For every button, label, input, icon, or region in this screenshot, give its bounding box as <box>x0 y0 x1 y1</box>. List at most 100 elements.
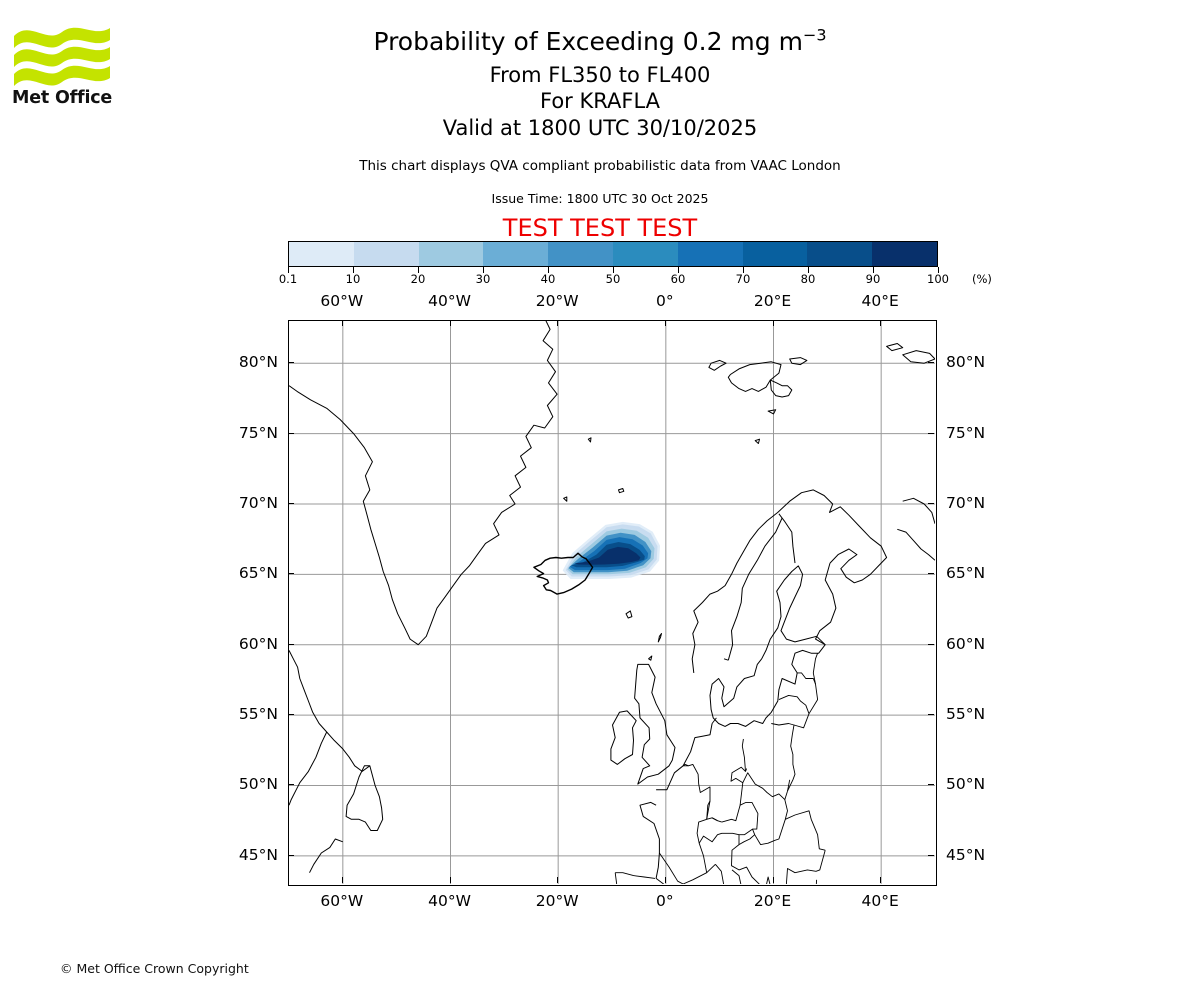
colorbar-tick-labels: 0.1 10 20 30 40 50 60 70 80 90 100 <box>279 272 949 288</box>
lat-axis-tick <box>928 502 934 504</box>
issue-time-label: Issue Time: 1800 UTC 30 Oct 2025 <box>491 191 709 206</box>
lon-tick-label-top: 0° <box>656 292 674 310</box>
coastline-arctic-island <box>886 343 904 352</box>
country-border <box>683 763 711 820</box>
coastline-hopen <box>767 409 777 415</box>
coastline-iceland <box>533 552 594 595</box>
coastline-ireland <box>610 710 637 765</box>
colorbar-tick <box>548 267 549 273</box>
country-border <box>739 772 788 806</box>
colorbar-tick <box>743 267 744 273</box>
lon-axis-tick <box>341 320 343 326</box>
lat-tick-label-right: 50°N <box>946 775 986 794</box>
lat-tick-label-right: 75°N <box>946 423 986 442</box>
lon-tick-label-top: 20°W <box>535 292 579 310</box>
met-office-logo-text: Met Office <box>12 88 113 108</box>
lat-tick-label-left: 45°N <box>238 845 278 864</box>
coastline-small-island-ne <box>587 437 592 443</box>
lon-tick-label-bottom: 0° <box>656 892 674 910</box>
country-border <box>766 876 771 884</box>
lon-axis-tick <box>772 320 774 326</box>
lat-tick-label-right: 45°N <box>946 845 986 864</box>
colorbar-unit-label: (%) <box>972 272 992 286</box>
lat-axis-tick <box>928 432 934 434</box>
colorbar-tick-label: 40 <box>540 272 556 286</box>
coastline-baltic <box>709 565 826 727</box>
country-border <box>615 872 656 879</box>
lat-tick-label-right: 65°N <box>946 564 986 583</box>
country-border <box>812 653 819 685</box>
colorbar-band-6 <box>677 242 743 266</box>
lat-axis-tick <box>288 784 294 786</box>
coastline-svalbard-spitsbergen <box>727 361 782 392</box>
lat-tick-label-left: 65°N <box>238 564 278 583</box>
colorbar-tick <box>873 267 874 273</box>
graticule <box>289 321 935 884</box>
coastline-greenland <box>289 321 558 646</box>
coastline-shetland <box>657 633 662 643</box>
country-border <box>698 832 740 873</box>
colorbar-tick <box>678 267 679 273</box>
lat-axis-tick <box>928 362 934 364</box>
colorbar-tick-label: 30 <box>475 272 491 286</box>
country-border <box>721 801 759 836</box>
colorbar-tick-label: 90 <box>865 272 881 286</box>
lon-tick-label-bottom: 20°E <box>753 892 792 910</box>
lat-axis-tick <box>288 714 294 716</box>
colorbar-tick <box>938 267 939 273</box>
lat-tick-label-left: 70°N <box>238 493 278 512</box>
border-sweden-finland <box>778 513 796 564</box>
country-border <box>655 878 665 884</box>
lat-axis-tick <box>288 643 294 645</box>
colorbar-band-9 <box>872 242 937 266</box>
coastline-small-island-n <box>563 496 568 502</box>
coastline-svalbard-edgeoya <box>769 379 793 398</box>
coastline-orkney <box>648 655 653 661</box>
lon-axis-tick <box>880 877 882 883</box>
chart-subtitle: This chart displays QVA compliant probab… <box>359 158 841 174</box>
flight-level-line: From FL350 to FL400 <box>489 63 711 87</box>
copyright-notice: © Met Office Crown Copyright <box>60 961 249 976</box>
coastline-white-sea-east <box>897 528 935 561</box>
country-border <box>715 864 742 884</box>
country-border <box>730 766 748 784</box>
coastline-quebec <box>289 731 328 806</box>
lat-tick-label-right: 55°N <box>946 705 986 724</box>
country-border <box>752 799 788 846</box>
colorbar <box>288 241 938 267</box>
lat-tick-label-left: 75°N <box>238 423 278 442</box>
lon-axis-tick <box>557 877 559 883</box>
lon-tick-label-top: 20°E <box>753 292 792 310</box>
colorbar-tick-label: 50 <box>605 272 621 286</box>
lat-tick-label-right: 60°N <box>946 634 986 653</box>
coastline-franz-josef-land <box>902 350 935 364</box>
lon-tick-label-top: 40°W <box>428 292 471 310</box>
lat-tick-label-left: 80°N <box>238 353 278 372</box>
colorbar-tick <box>808 267 809 273</box>
lon-axis-tick <box>557 320 559 326</box>
colorbar-band-3 <box>483 242 549 266</box>
border-finland-russia <box>815 562 837 646</box>
coastline-faroe-islands <box>625 610 633 619</box>
colorbar-tick-label: 80 <box>800 272 816 286</box>
country-border <box>614 872 618 884</box>
map-panel[interactable] <box>288 320 937 886</box>
lat-axis-tick <box>928 784 934 786</box>
country-border <box>731 844 760 884</box>
country-border <box>706 800 711 820</box>
colorbar-tick <box>483 267 484 273</box>
coastline-russia-north <box>902 497 935 524</box>
lat-tick-label-right: 80°N <box>946 353 986 372</box>
coastline-bear-island <box>754 438 760 444</box>
lon-axis-tick <box>341 877 343 883</box>
country-border <box>711 717 717 724</box>
lat-axis-tick <box>928 573 934 575</box>
coastline-france-atlantic <box>639 801 660 879</box>
colorbar-band-2 <box>418 242 484 266</box>
border-norway-sweden <box>727 517 783 661</box>
lon-axis-tick <box>664 320 666 326</box>
lat-axis-tick <box>288 502 294 504</box>
test-banner: TEST TEST TEST <box>502 214 698 242</box>
colorbar-band-7 <box>742 242 808 266</box>
